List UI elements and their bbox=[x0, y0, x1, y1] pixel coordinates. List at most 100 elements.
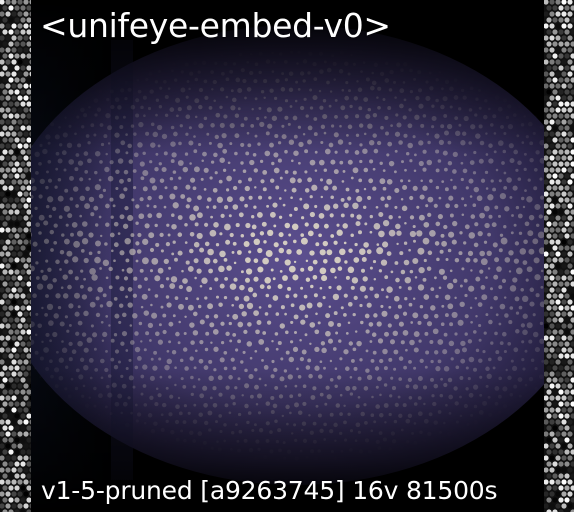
noise-cell bbox=[8, 149, 14, 155]
noise-cell bbox=[558, 257, 564, 263]
noise-cell bbox=[26, 341, 31, 347]
noise-cell bbox=[561, 155, 567, 161]
noise-cell bbox=[544, 347, 549, 353]
noise-cell bbox=[570, 353, 574, 359]
noise-cell bbox=[29, 491, 31, 497]
noise-cell bbox=[23, 11, 29, 17]
noise-cell bbox=[570, 173, 574, 179]
noise-cell bbox=[564, 365, 570, 371]
noise-cell bbox=[2, 401, 8, 407]
noise-cell bbox=[549, 95, 555, 101]
noise-cell bbox=[552, 53, 558, 59]
noise-cell bbox=[564, 389, 570, 395]
noise-cell bbox=[546, 257, 552, 263]
noise-cell bbox=[567, 203, 573, 209]
noise-cell bbox=[549, 335, 555, 341]
noise-cell bbox=[26, 173, 31, 179]
noise-cell bbox=[544, 455, 549, 461]
noise-cell bbox=[11, 179, 17, 185]
noise-cell bbox=[17, 71, 23, 77]
noise-cell bbox=[570, 29, 574, 35]
noise-cell bbox=[561, 503, 567, 509]
noise-cell bbox=[544, 143, 549, 149]
noise-cell bbox=[29, 131, 31, 137]
noise-cell bbox=[26, 281, 31, 287]
noise-cell bbox=[564, 245, 570, 251]
dotted-fabric-image bbox=[31, 0, 544, 512]
noise-cell bbox=[11, 383, 17, 389]
noise-cell bbox=[552, 269, 558, 275]
noise-cell bbox=[546, 209, 552, 215]
noise-cell bbox=[5, 143, 11, 149]
noise-cell bbox=[29, 383, 31, 389]
noise-cell bbox=[26, 497, 31, 503]
noise-cell bbox=[567, 227, 573, 233]
noise-cell bbox=[544, 11, 549, 17]
noise-cell bbox=[2, 245, 8, 251]
noise-cell bbox=[561, 419, 567, 425]
noise-cell bbox=[26, 329, 31, 335]
noise-cell bbox=[555, 215, 561, 221]
noise-cell bbox=[26, 389, 31, 395]
noise-cell bbox=[14, 113, 20, 119]
noise-cell bbox=[544, 407, 549, 413]
noise-cell bbox=[555, 347, 561, 353]
noise-cell bbox=[26, 125, 31, 131]
noise-cell bbox=[570, 473, 574, 479]
noise-cell bbox=[5, 467, 11, 473]
noise-cell bbox=[555, 239, 561, 245]
noise-cell bbox=[11, 251, 17, 257]
noise-cell bbox=[555, 275, 561, 281]
noise-cell bbox=[558, 5, 564, 11]
noise-cell bbox=[558, 113, 564, 119]
noise-cell bbox=[552, 197, 558, 203]
noise-cell bbox=[546, 17, 552, 23]
noise-cell bbox=[14, 233, 20, 239]
noise-cell bbox=[17, 491, 23, 497]
noise-cell bbox=[567, 95, 573, 101]
noise-cell bbox=[23, 35, 29, 41]
noise-cell bbox=[555, 179, 561, 185]
noise-cell bbox=[11, 191, 17, 197]
noise-cell bbox=[555, 107, 561, 113]
noise-cell bbox=[20, 29, 26, 35]
noise-cell bbox=[567, 335, 573, 341]
noise-cell bbox=[549, 287, 555, 293]
noise-cell bbox=[552, 185, 558, 191]
noise-cell bbox=[0, 395, 5, 401]
noise-cell bbox=[11, 35, 17, 41]
noise-cell bbox=[552, 149, 558, 155]
noise-cell bbox=[17, 23, 23, 29]
noise-cell bbox=[558, 77, 564, 83]
noise-cell bbox=[564, 125, 570, 131]
noise-cell bbox=[11, 119, 17, 125]
noise-cell bbox=[0, 335, 5, 341]
noise-cell bbox=[549, 347, 555, 353]
noise-cell bbox=[26, 77, 31, 83]
noise-cell bbox=[5, 239, 11, 245]
noise-cell bbox=[564, 353, 570, 359]
noise-cell bbox=[11, 275, 17, 281]
noise-cell bbox=[564, 473, 570, 479]
noise-cell bbox=[561, 311, 567, 317]
noise-cell bbox=[5, 47, 11, 53]
noise-cell bbox=[546, 509, 552, 512]
noise-cell bbox=[567, 311, 573, 317]
noise-cell bbox=[14, 401, 20, 407]
noise-cell bbox=[2, 425, 8, 431]
noise-cell bbox=[0, 239, 5, 245]
noise-cell bbox=[555, 395, 561, 401]
noise-cell bbox=[546, 233, 552, 239]
noise-cell bbox=[17, 419, 23, 425]
noise-cell bbox=[558, 233, 564, 239]
noise-cell bbox=[564, 209, 570, 215]
noise-cell bbox=[558, 125, 564, 131]
noise-cell bbox=[558, 353, 564, 359]
noise-cell bbox=[20, 53, 26, 59]
noise-cell bbox=[558, 389, 564, 395]
noise-cell bbox=[11, 419, 17, 425]
noise-cell bbox=[564, 317, 570, 323]
noise-cell bbox=[11, 323, 17, 329]
noise-cell bbox=[0, 299, 5, 305]
noise-cell bbox=[549, 251, 555, 257]
